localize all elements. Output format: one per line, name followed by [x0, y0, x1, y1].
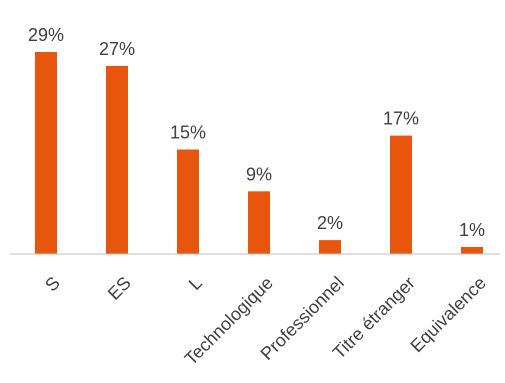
data-label: 15%	[170, 123, 206, 143]
bar-l	[177, 149, 199, 254]
x-tick-label: S	[41, 273, 64, 296]
data-label: 27%	[99, 39, 135, 59]
bar-titre-tranger	[390, 135, 412, 254]
data-labels-layer: 29% 27% 15% 9% 2% 17% 1%	[28, 25, 485, 240]
bar-professionnel	[319, 240, 341, 254]
x-tick-label: L	[185, 273, 206, 294]
bar-equivalence	[461, 247, 483, 254]
bar-technologique	[248, 191, 270, 254]
data-label: 1%	[459, 220, 485, 240]
x-tick-label: ES	[104, 273, 135, 304]
bar-es	[106, 65, 128, 255]
data-label: 29%	[28, 25, 64, 45]
data-label: 9%	[246, 164, 272, 184]
bar-s	[35, 52, 57, 254]
data-label: 17%	[383, 109, 419, 129]
data-label: 2%	[317, 213, 343, 233]
x-tick-label: Equivalence	[406, 273, 489, 356]
bars-layer	[35, 52, 483, 255]
